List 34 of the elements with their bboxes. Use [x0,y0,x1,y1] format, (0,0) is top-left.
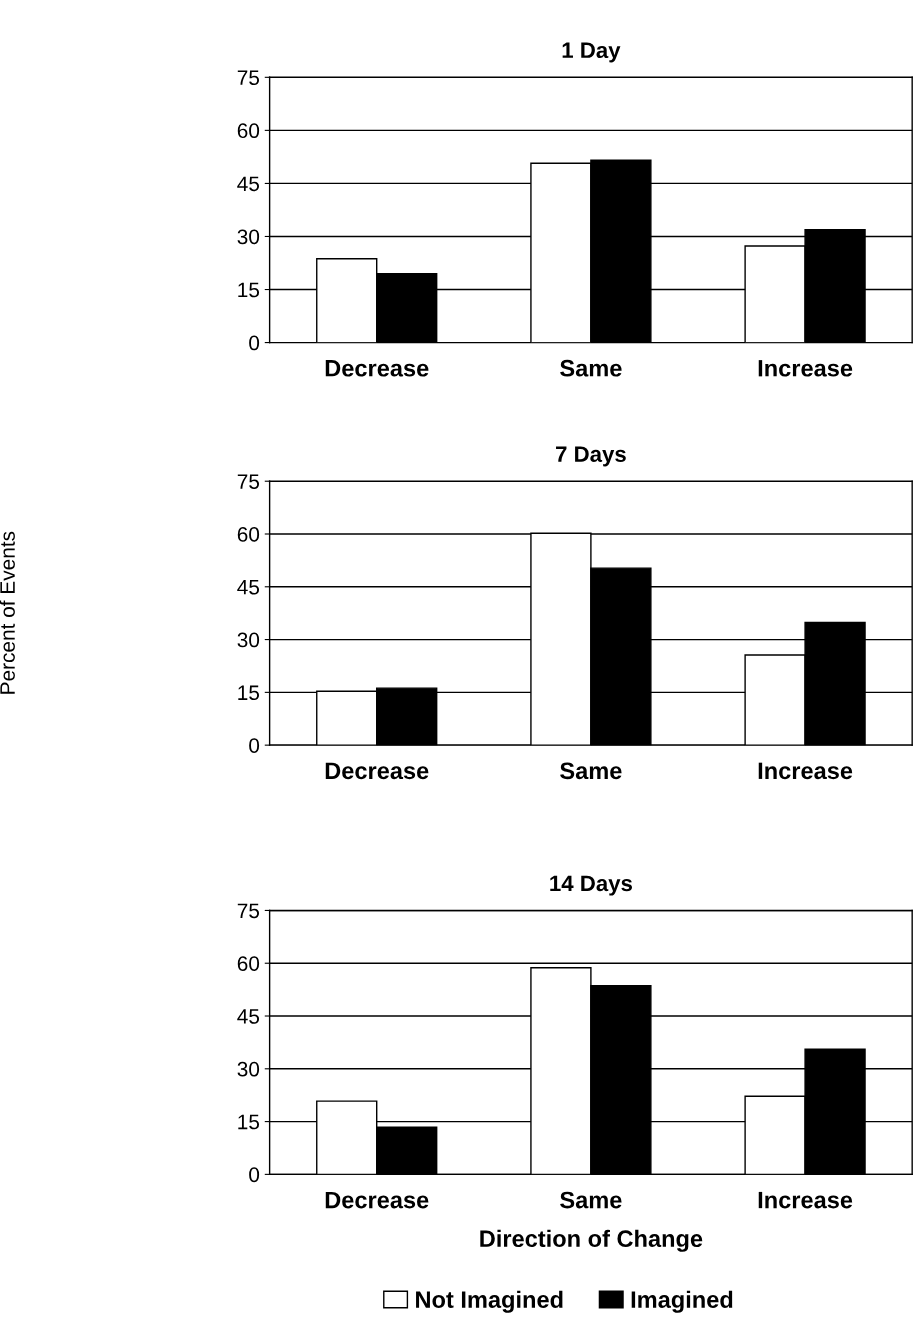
legend-label: Not Imagined [416,1290,563,1313]
x-tick-label: Decrease [325,1191,429,1209]
x-axis-title: Direction of Change [480,1229,703,1252]
y-tick-label: 30 [237,1061,260,1077]
x-tick-label: Decrease [325,762,429,780]
y-tick-label: 0 [249,1167,260,1183]
y-tick-label: 15 [238,1114,260,1130]
x-tick-label: Increase [758,1191,853,1209]
y-tick-label: 45 [237,176,260,192]
y-tick-label: 60 [237,527,260,542]
y-tick-label: 75 [237,474,260,489]
y-tick-label: 30 [237,632,260,648]
y-tick-label: 75 [237,903,260,919]
y-tick-label: 15 [238,282,260,298]
y-tick-label: 15 [238,685,260,701]
x-tick-label: Decrease [325,360,429,377]
y-tick-label: 30 [237,229,260,245]
chart-title: 14 Days [550,875,632,896]
x-tick-label: Same [560,762,622,780]
x-tick-label: Same [560,1191,622,1209]
chart-title: 1 Day [562,42,621,63]
y-tick-label: 45 [237,580,260,595]
y-tick-label: 60 [237,956,260,971]
y-tick-label: 0 [249,335,260,351]
y-tick-label: 45 [237,1009,260,1024]
x-tick-label: Increase [758,762,853,780]
y-tick-label: 60 [237,123,260,139]
y-axis-title: Percent of Events [0,531,15,694]
x-tick-label: Same [560,359,622,377]
chart-title: 7 Days [556,446,626,467]
legend-label: Imagined [631,1290,733,1313]
y-tick-label: 75 [237,70,260,86]
x-tick-label: Increase [758,360,853,377]
y-tick-label: 0 [249,738,260,753]
